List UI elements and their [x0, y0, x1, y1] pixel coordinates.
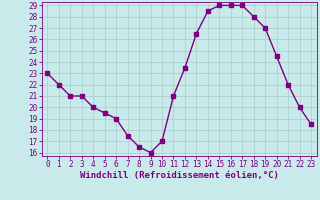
X-axis label: Windchill (Refroidissement éolien,°C): Windchill (Refroidissement éolien,°C): [80, 171, 279, 180]
